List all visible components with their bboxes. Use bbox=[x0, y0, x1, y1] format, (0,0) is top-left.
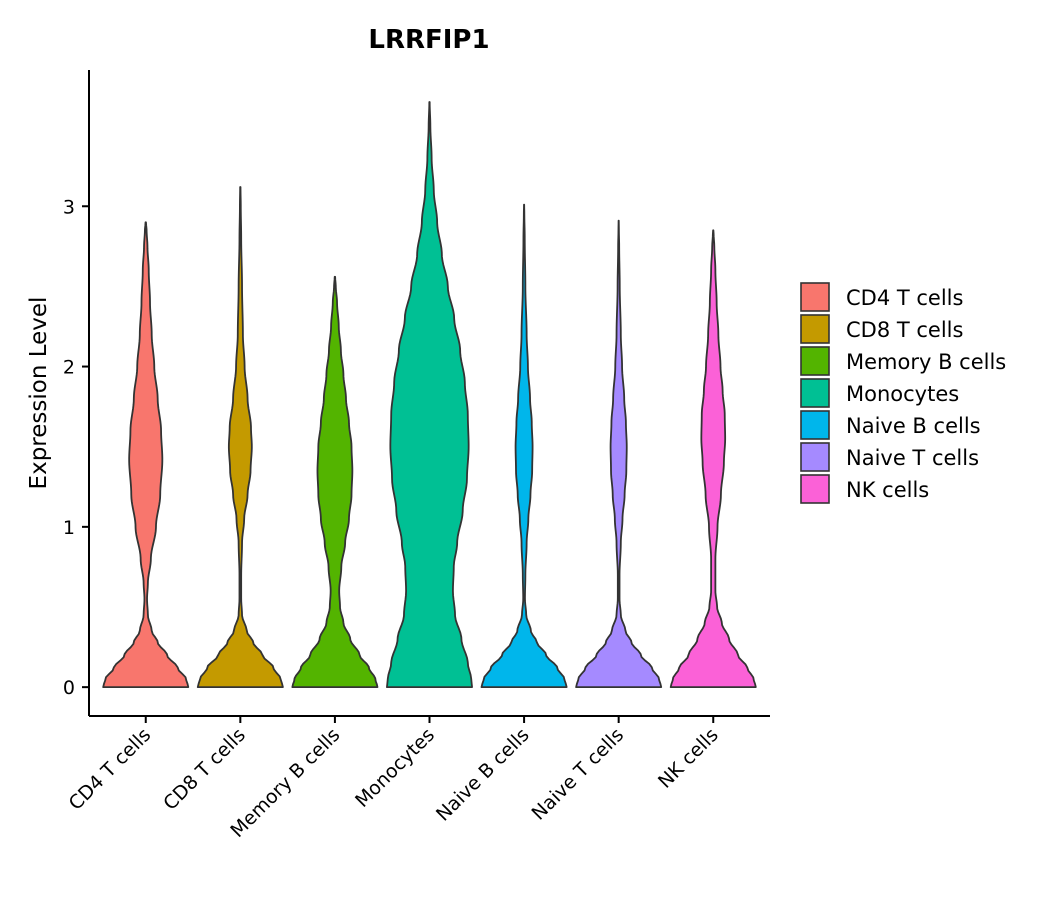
legend: CD4 T cells CD8 T cells Memory B cells Mono… bbox=[800, 282, 1006, 504]
legend-label: Naive T cells bbox=[846, 446, 979, 470]
legend-swatch bbox=[800, 282, 830, 312]
y-tick-label: 3 bbox=[63, 196, 75, 218]
legend-label: CD8 T cells bbox=[846, 318, 963, 342]
legend-swatch bbox=[800, 378, 830, 408]
y-tick-label: 0 bbox=[63, 677, 75, 699]
x-tick-label: CD4 T cells bbox=[65, 724, 156, 815]
violin-naive-t-cells bbox=[575, 219, 663, 689]
y-tick-label: 2 bbox=[63, 357, 75, 379]
violin-nk-cells bbox=[669, 229, 757, 689]
violin-naive-b-cells bbox=[480, 203, 568, 689]
legend-label: Naive B cells bbox=[846, 414, 981, 438]
x-tick-label: CD8 T cells bbox=[159, 724, 250, 815]
chart-title: LRRFIP1 bbox=[368, 25, 489, 55]
legend-label: Memory B cells bbox=[846, 350, 1006, 374]
legend-label: CD4 T cells bbox=[846, 286, 963, 310]
violin-cd4-t-cells bbox=[102, 221, 190, 689]
legend-swatch bbox=[800, 442, 830, 472]
x-tick-label: NK cells bbox=[654, 724, 723, 793]
legend-swatch bbox=[800, 474, 830, 504]
x-tick-label: Naive B cells bbox=[432, 724, 534, 826]
y-axis-title: Expression Level bbox=[26, 297, 52, 490]
violin-cd8-t-cells bbox=[196, 186, 284, 689]
violin-monocytes bbox=[386, 101, 473, 689]
y-axis: 0 1 2 3 bbox=[63, 70, 90, 716]
y-tick-label: 1 bbox=[63, 517, 75, 539]
x-tick-label: Naive T cells bbox=[528, 724, 629, 825]
legend-label: Monocytes bbox=[846, 382, 959, 406]
violin-memory-b-cells bbox=[291, 275, 379, 689]
legend-swatch bbox=[800, 346, 830, 376]
legend-swatch bbox=[800, 314, 830, 344]
violins-group bbox=[102, 101, 757, 689]
legend-swatch bbox=[800, 410, 830, 440]
x-tick-label: Monocytes bbox=[351, 724, 439, 812]
legend-label: NK cells bbox=[846, 478, 929, 502]
